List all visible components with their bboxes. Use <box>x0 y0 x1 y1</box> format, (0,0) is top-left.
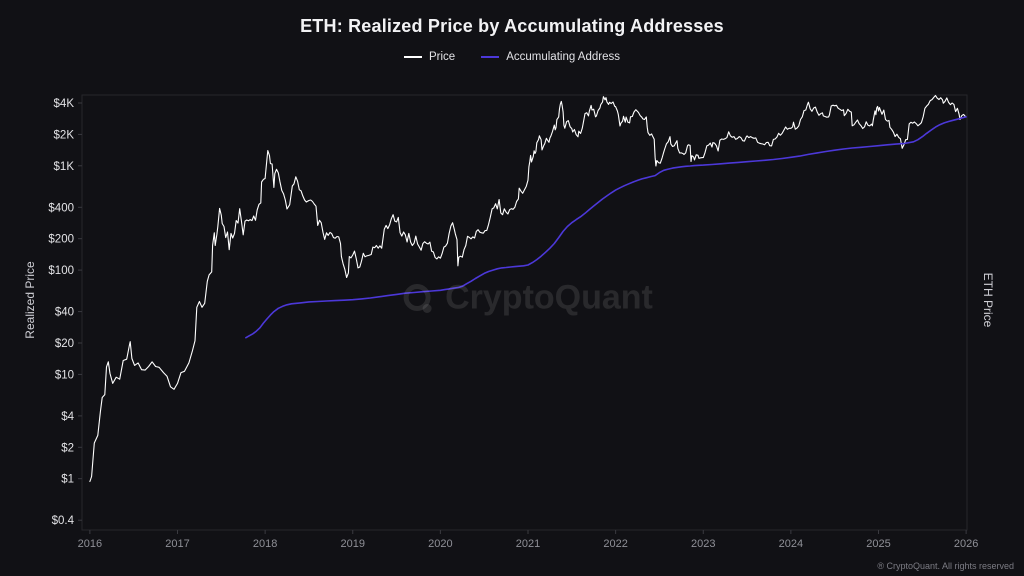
page-title: ETH: Realized Price by Accumulating Addr… <box>300 16 724 36</box>
y-tick-label: $4 <box>61 411 74 423</box>
y-tick-label: $4K <box>54 98 75 110</box>
x-tick-label: 2024 <box>779 538 803 550</box>
x-tick-label: 2020 <box>428 538 452 550</box>
y-tick-label: $20 <box>55 338 74 350</box>
y-tick-label: $10 <box>55 369 74 381</box>
x-tick-label: 2026 <box>954 538 978 550</box>
y-tick-label: $400 <box>48 202 74 214</box>
x-tick-label: 2021 <box>516 538 540 550</box>
y-tick-label: $0.4 <box>52 515 75 527</box>
price-line-swatch-icon <box>404 56 422 58</box>
accumulating-address-line-swatch-icon <box>481 56 500 58</box>
copyright-notice: ® CryptoQuant. All rights reserved <box>877 561 1014 571</box>
legend-label-price: Price <box>429 51 456 63</box>
y-tick-label: $2 <box>61 442 74 454</box>
x-tick-label: 2025 <box>866 538 890 550</box>
y-tick-label: $2K <box>54 129 75 141</box>
y-axis-label-left: Realized Price <box>23 261 37 339</box>
legend-label-accumulating-address: Accumulating Address <box>506 51 620 63</box>
y-tick-label: $200 <box>48 234 74 246</box>
legend-item-accumulating-address[interactable]: Accumulating Address <box>481 51 620 63</box>
x-tick-label: 2017 <box>165 538 189 550</box>
x-tick-label: 2016 <box>78 538 102 550</box>
y-tick-label: $100 <box>48 265 74 277</box>
series-line-price <box>89 94 966 483</box>
x-tick-label: 2023 <box>691 538 715 550</box>
legend-item-price[interactable]: Price <box>404 51 455 63</box>
x-tick-label: 2018 <box>253 538 277 550</box>
y-tick-label: $1K <box>54 161 75 173</box>
series-line-accumulating-address <box>245 116 967 339</box>
y-tick-label: $40 <box>55 307 74 319</box>
plot-frame <box>81 94 968 531</box>
legend: Price Accumulating Address <box>0 51 1024 63</box>
x-tick-label: 2019 <box>341 538 365 550</box>
x-tick-label: 2022 <box>603 538 627 550</box>
y-axis-label-right: ETH Price <box>981 272 995 328</box>
y-tick-label: $1 <box>61 474 74 486</box>
